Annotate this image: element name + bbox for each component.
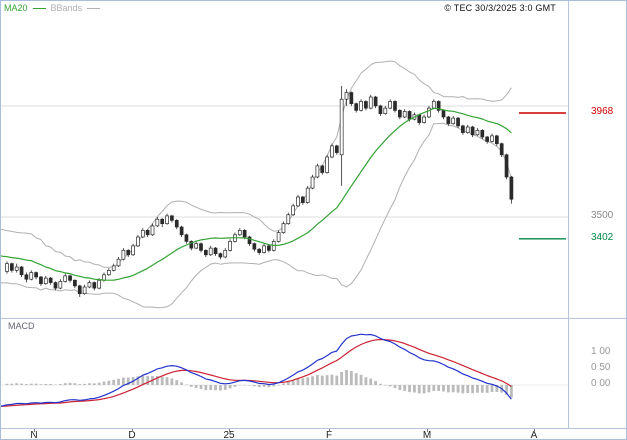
bbands-legend-line — [87, 7, 101, 9]
level-lines — [519, 112, 566, 240]
bollinger-bands — [1, 60, 512, 309]
gridline-price-label: 3500 — [591, 210, 614, 221]
gridlines — [1, 105, 568, 386]
x-axis-tick — [34, 429, 35, 432]
support-price-label: 3402 — [591, 232, 614, 243]
x-axis-label-december: D — [128, 430, 136, 440]
bbands-legend-label: BBands — [50, 3, 83, 13]
ma20-legend-label: MA20 — [4, 3, 28, 13]
x-axis-tick — [427, 429, 428, 432]
macd-tick-label-100: 1 00 — [591, 346, 611, 357]
x-axis-tick — [329, 429, 330, 432]
x-axis-label-january: 25 — [223, 430, 235, 440]
x-axis-label-april: A — [530, 430, 538, 440]
x-axis-tick — [229, 429, 230, 432]
macd-histogram — [5, 370, 513, 398]
right-axis-column: 3968 3500 3402 1 00 0 50 0 00 — [568, 1, 626, 428]
indicator-legend: MA20 BBands — [4, 3, 101, 13]
macd-lines — [1, 333, 512, 407]
macd-tick-label-000: 0 00 — [591, 378, 611, 389]
macd-tick-label-050: 0 50 — [591, 362, 611, 373]
x-axis-label-november: N — [30, 430, 38, 440]
ma20-line — [1, 107, 512, 281]
candles — [5, 85, 514, 297]
x-axis-label-march: M — [422, 430, 432, 440]
x-axis-row: N D 25 F M A — [1, 428, 626, 440]
x-axis-tick — [132, 429, 133, 432]
main-panel-divider — [1, 318, 626, 319]
x-axis-tick — [534, 429, 535, 432]
x-axis-label-february: F — [325, 430, 333, 440]
resistance-price-label: 3968 — [591, 106, 614, 117]
copyright-timestamp: © TEC 30/3/2025 3:0 GMT — [444, 3, 556, 13]
ma20-legend-line — [32, 7, 46, 9]
macd-panel-label: MACD — [8, 321, 35, 331]
chart-canvas — [1, 60, 568, 407]
